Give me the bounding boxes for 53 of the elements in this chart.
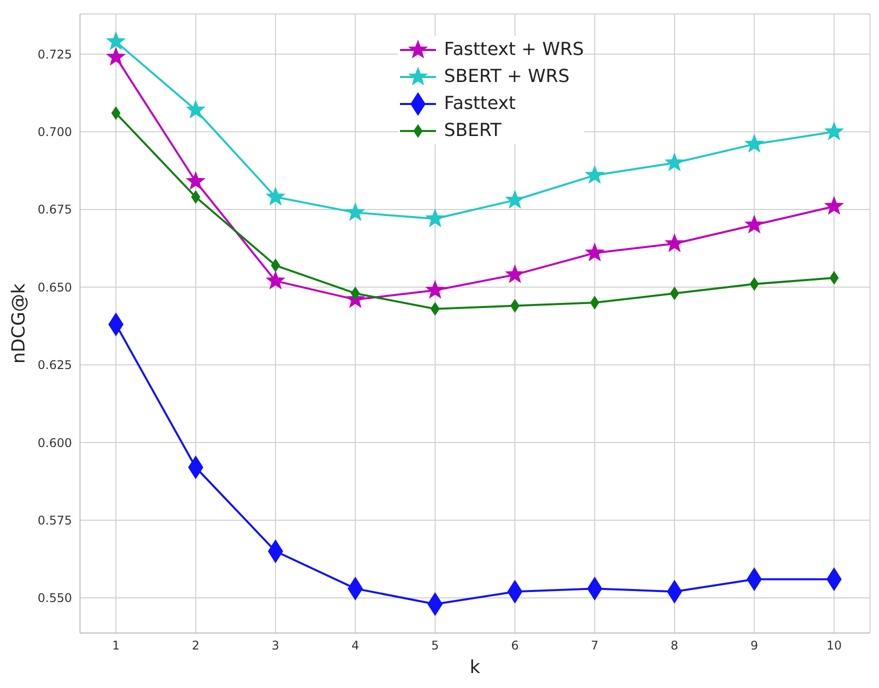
point	[266, 271, 285, 289]
y-tick-label: 0.700	[38, 125, 72, 140]
y-tick-label: 0.600	[38, 436, 72, 450]
y-tick-label: 0.650	[38, 280, 72, 294]
point	[506, 190, 524, 208]
legend-label: SBERT + WRS	[444, 66, 570, 87]
y-tick-label: 0.625	[38, 358, 72, 372]
point	[106, 32, 125, 50]
point	[665, 153, 684, 171]
point	[266, 188, 285, 205]
point	[825, 196, 844, 214]
x-tick-label: 2	[192, 638, 200, 653]
x-tick-label: 7	[590, 638, 599, 653]
x-axis-title: k	[470, 657, 481, 678]
x-tick-label: 8	[670, 638, 678, 653]
point	[346, 203, 364, 220]
y-tick-label: 0.550	[38, 591, 72, 606]
point	[750, 278, 759, 291]
x-tick-label: 3	[272, 638, 280, 653]
y-tick-label: 0.575	[38, 513, 72, 528]
point	[745, 134, 764, 152]
y-axis-title: nDCG@k	[8, 282, 30, 364]
point	[430, 302, 440, 316]
point	[271, 258, 280, 272]
x-tick-label: 10	[826, 638, 842, 653]
legend-label: Fasttext + WRS	[444, 39, 584, 60]
point	[586, 243, 604, 261]
point	[186, 172, 205, 190]
point	[106, 48, 125, 65]
x-tick-label: 1	[112, 638, 120, 653]
y-tick-label: 0.725	[38, 47, 72, 62]
point	[191, 190, 200, 204]
point	[586, 166, 604, 184]
y-tick-label: 0.675	[38, 202, 72, 217]
point	[590, 296, 600, 310]
point	[186, 100, 205, 118]
point	[426, 280, 444, 298]
x-tick-label: 6	[511, 638, 519, 653]
point	[111, 106, 120, 120]
point	[830, 271, 839, 284]
point	[426, 209, 444, 227]
point	[745, 215, 764, 233]
x-tick-label: 9	[750, 638, 758, 653]
point	[825, 122, 844, 140]
x-tick-label: 4	[351, 638, 360, 653]
point	[670, 286, 679, 300]
x-tick-label: 5	[431, 638, 439, 653]
legend-label: SBERT	[444, 120, 502, 141]
point	[350, 286, 360, 300]
point	[506, 265, 524, 282]
point	[510, 299, 520, 312]
legend-label: Fasttext	[444, 93, 516, 114]
point	[665, 234, 684, 252]
